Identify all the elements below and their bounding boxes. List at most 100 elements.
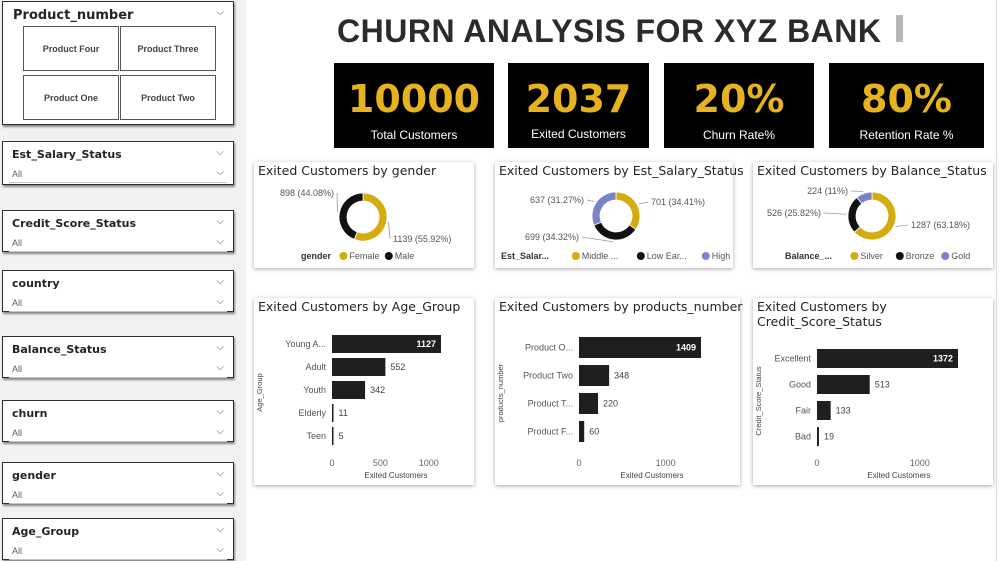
donut-slice-middle-[interactable] <box>615 191 641 230</box>
chevron-down-icon[interactable]: ⌵ <box>216 426 224 437</box>
country-slicer[interactable]: country ⌵ All ⌵ <box>2 270 234 312</box>
chevron-down-icon[interactable]: ⌵ <box>216 216 224 227</box>
chevron-down-icon[interactable]: ⌵ <box>216 544 224 555</box>
age-group-slicer[interactable]: Age_Group ⌵ All ⌵ <box>2 518 234 560</box>
est-salary-status-slicer[interactable]: Est_Salary_Status ⌵ All ⌵ <box>2 141 234 185</box>
legend-marker <box>701 252 710 260</box>
bar[interactable] <box>332 404 334 422</box>
slicer-dropdown[interactable]: All ⌵ <box>9 425 227 442</box>
slicer-dropdown[interactable]: All ⌵ <box>9 295 227 312</box>
bar[interactable] <box>579 365 610 386</box>
slicer-dropdown[interactable]: All ⌵ <box>9 487 227 504</box>
legend-item[interactable]: Gold <box>951 251 970 261</box>
category-label: Bad <box>795 432 811 442</box>
bar[interactable] <box>579 337 701 358</box>
donut-slice-gold[interactable] <box>856 191 873 205</box>
chevron-down-icon[interactable]: ⌵ <box>216 362 224 373</box>
slicer-dropdown[interactable]: All ⌵ <box>9 361 227 378</box>
chevron-down-icon[interactable]: ⌵ <box>216 296 224 307</box>
bar[interactable] <box>332 358 386 376</box>
bar[interactable] <box>817 375 870 394</box>
category-label: Fair <box>796 406 812 416</box>
x-axis-title: Exited Customers <box>364 471 427 480</box>
gender-slicer[interactable]: gender ⌵ All ⌵ <box>2 462 234 504</box>
chart-svg: Excellent 1372 Good 513 Fair 133 Bad 19 0 1000 Exi… <box>754 349 958 480</box>
product-number-slicer[interactable]: Product_number ⌵ Product Four Product Th… <box>2 1 234 125</box>
chart-svg: Product O... 1409 Product Two 348 Product T.… <box>496 337 701 480</box>
kpi-label: Total Customers <box>370 128 458 142</box>
legend-item[interactable]: Male <box>395 251 415 261</box>
slicer-dropdown[interactable]: All ⌵ <box>9 166 227 183</box>
tile-product-three[interactable]: Product Three <box>120 26 216 71</box>
donut-slice-low-ear-[interactable] <box>593 221 637 241</box>
chevron-down-icon[interactable]: ⌵ <box>216 167 224 178</box>
x-tick-label: 0 <box>814 458 819 468</box>
products-number-bar-card[interactable]: Exited Customers by products_number Prod… <box>495 298 742 485</box>
donut-slice-high-ear-[interactable] <box>591 191 617 226</box>
data-label: 699 (34.32%) <box>525 232 579 242</box>
gender-donut-card[interactable]: Exited Customers by gender 1139 (55.92%)… <box>254 162 474 268</box>
legend-item[interactable]: Bronze <box>906 251 935 261</box>
donut-slice-male[interactable] <box>338 192 364 240</box>
slicer-title: country <box>12 277 60 290</box>
kpi-value: 10000 <box>347 77 481 121</box>
bar[interactable] <box>579 393 599 414</box>
y-axis-title: Age_Group <box>255 373 264 411</box>
bar[interactable] <box>332 335 441 353</box>
tile-product-two[interactable]: Product Two <box>120 75 216 120</box>
balance-status-slicer[interactable]: Balance_Status ⌵ All ⌵ <box>2 336 234 378</box>
tile-product-one[interactable]: Product One <box>23 75 119 120</box>
leader-line <box>850 190 864 192</box>
bar[interactable] <box>332 381 366 399</box>
bar[interactable] <box>579 421 585 442</box>
legend-item[interactable]: Silver <box>860 251 883 261</box>
age-group-bar-card[interactable]: Exited Customers by Age_Group Young A...… <box>254 298 474 485</box>
credit-score-status-slicer[interactable]: Credit_Score_Status ⌵ All ⌵ <box>2 210 234 252</box>
category-label: Adult <box>305 362 326 372</box>
bar[interactable] <box>332 427 334 445</box>
chevron-down-icon[interactable]: ⌵ <box>216 468 224 479</box>
legend-item[interactable]: Female <box>349 251 379 261</box>
legend-item[interactable]: Low Ear... <box>647 251 687 261</box>
data-label: 342 <box>370 385 385 395</box>
slicer-title: Credit_Score_Status <box>12 217 136 230</box>
chevron-down-icon[interactable]: ⌵ <box>216 342 224 353</box>
data-label: 11 <box>339 408 348 418</box>
chevron-down-icon[interactable]: ⌵ <box>216 7 224 18</box>
churn-slicer[interactable]: churn ⌵ All ⌵ <box>2 400 234 442</box>
category-label: Product T... <box>528 399 573 409</box>
chevron-down-icon[interactable]: ⌵ <box>216 236 224 247</box>
kpi-label: Exited Customers <box>531 127 626 141</box>
category-label: Elderly <box>298 408 326 418</box>
salary-status-donut-card[interactable]: Exited Customers by Est_Salary_Status 70… <box>495 162 744 268</box>
data-label: 348 <box>614 371 629 381</box>
data-label: 513 <box>875 380 890 390</box>
bar[interactable] <box>817 427 819 446</box>
kpi-card-total-customers: 10000 Total Customers <box>334 63 494 148</box>
chevron-down-icon[interactable]: ⌵ <box>216 488 224 499</box>
chevron-down-icon[interactable]: ⌵ <box>216 406 224 417</box>
x-axis-title: Exited Customers <box>867 471 930 480</box>
bar[interactable] <box>817 349 958 368</box>
legend-marker <box>850 252 859 260</box>
slicer-title: Balance_Status <box>12 343 107 356</box>
credit-score-bar-card[interactable]: Exited Customers by Credit_Score_Status … <box>753 298 993 485</box>
legend-item[interactable]: High Ear... <box>712 251 733 261</box>
legend-item[interactable]: Middle ... <box>582 251 619 261</box>
donut-slice-bronze[interactable] <box>847 196 863 233</box>
data-label: 19 <box>824 432 834 442</box>
chevron-down-icon[interactable]: ⌵ <box>216 276 224 287</box>
chevron-down-icon[interactable]: ⌵ <box>216 524 224 535</box>
data-label: 60 <box>589 427 599 437</box>
balance-status-donut-card[interactable]: Exited Customers by Balance_Status 1287 … <box>753 162 993 268</box>
kpi-label: Churn Rate% <box>702 128 776 142</box>
slicer-dropdown[interactable]: All ⌵ <box>9 235 227 252</box>
chart-title: Exited Customers by gender <box>258 163 437 178</box>
tile-product-four[interactable]: Product Four <box>23 26 119 71</box>
slicer-dropdown[interactable]: All ⌵ <box>9 543 227 560</box>
kpi-value: 2037 <box>525 77 632 121</box>
data-label: 220 <box>603 399 618 409</box>
data-label: 898 (44.08%) <box>280 188 334 198</box>
bar[interactable] <box>817 401 831 420</box>
chevron-down-icon[interactable]: ⌵ <box>216 147 224 158</box>
